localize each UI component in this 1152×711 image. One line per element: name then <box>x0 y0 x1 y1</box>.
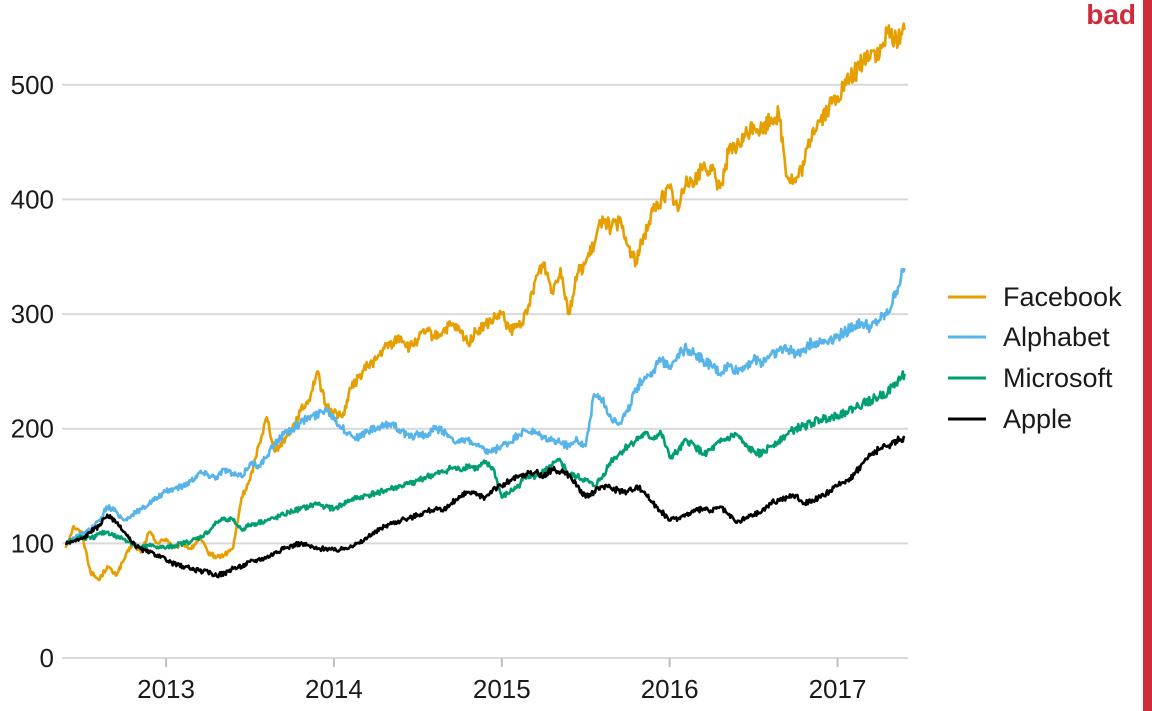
legend: Facebook Alphabet Microsoft Apple <box>948 282 1122 434</box>
x-tick-label: 2015 <box>473 674 531 704</box>
series-line-alphabet <box>65 267 906 545</box>
legend-label: Alphabet <box>1003 322 1110 352</box>
y-tick-label: 300 <box>11 299 54 329</box>
series-lines <box>64 22 906 582</box>
series-line-apple <box>64 435 906 579</box>
legend-label: Microsoft <box>1003 363 1113 393</box>
series-line-microsoft <box>65 370 906 550</box>
y-tick-label: 500 <box>11 70 54 100</box>
badge-bar <box>1143 0 1152 711</box>
series-line-facebook <box>64 22 906 582</box>
x-tick-label: 2014 <box>305 674 363 704</box>
gridlines <box>62 83 908 659</box>
y-tick-label: 0 <box>40 643 54 673</box>
x-tick-label: 2013 <box>137 674 195 704</box>
badge-label: bad <box>1086 0 1136 30</box>
axes: 0 100 200 300 400 500 2013 2014 2015 2016 2017 <box>11 70 867 704</box>
y-tick-label: 400 <box>11 184 54 214</box>
y-tick-label: 200 <box>11 414 54 444</box>
legend-label: Facebook <box>1003 282 1122 312</box>
y-tick-label: 100 <box>11 528 54 558</box>
x-tick-label: 2016 <box>641 674 699 704</box>
x-tick-label: 2017 <box>809 674 867 704</box>
legend-label: Apple <box>1003 404 1072 434</box>
